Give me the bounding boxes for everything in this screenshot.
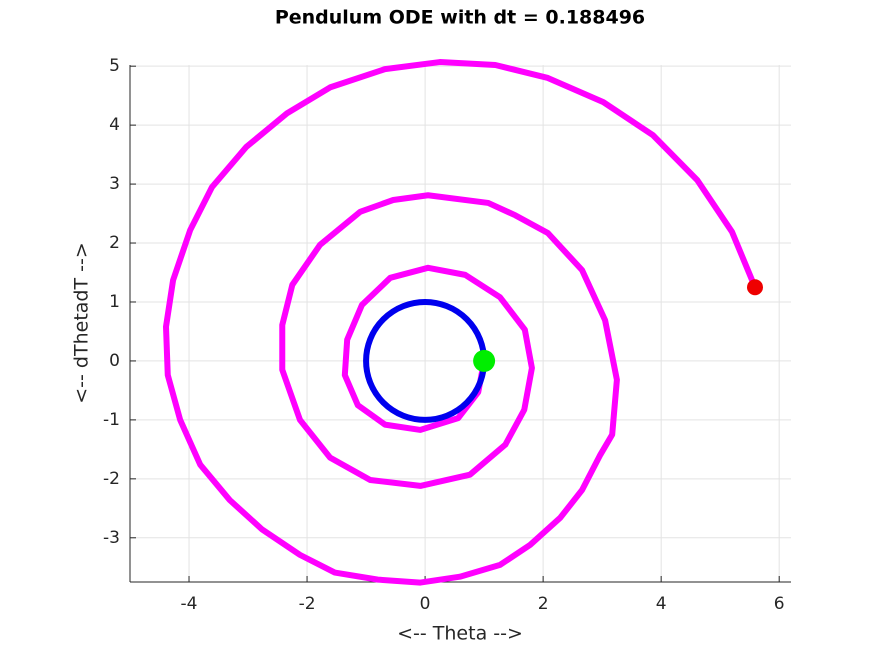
y-tick-label: 1	[109, 292, 120, 312]
y-tick-label: -3	[103, 528, 120, 548]
y-axis-label: <-- dThetadT -->	[71, 242, 93, 404]
y-tick-label: 0	[109, 351, 120, 371]
y-tick-label: 5	[109, 56, 120, 76]
y-tick-label: 2	[109, 233, 120, 253]
x-tick-label: -2	[299, 594, 316, 614]
y-tick-label: -1	[103, 410, 120, 430]
x-tick-label: 0	[420, 594, 431, 614]
x-tick-label: 6	[774, 594, 785, 614]
x-tick-label: 4	[656, 594, 667, 614]
marker	[746, 279, 763, 296]
x-tick-label: 2	[538, 594, 549, 614]
x-tick-label: -4	[181, 594, 198, 614]
y-tick-label: -2	[103, 469, 120, 489]
chart-title: Pendulum ODE with dt = 0.188496	[275, 7, 645, 29]
marker	[473, 349, 496, 372]
x-axis-label: <-- Theta -->	[397, 623, 523, 645]
y-tick-label: 3	[109, 174, 120, 194]
y-tick-label: 4	[109, 115, 120, 135]
trajectory	[163, 59, 758, 586]
